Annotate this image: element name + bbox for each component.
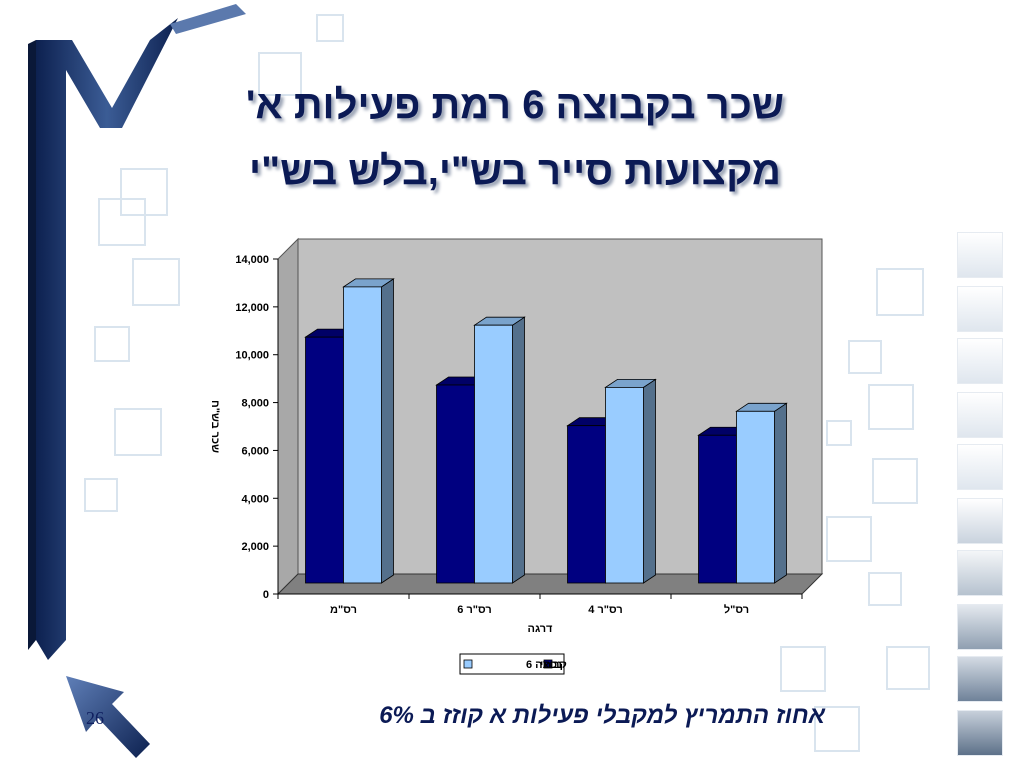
- legend-box: [459, 653, 565, 675]
- legend-swatch: [543, 659, 553, 669]
- title-line-2: מקצועות סייר בש"י,בלש בש"י: [249, 149, 781, 193]
- chart-side-wall: [277, 237, 299, 596]
- bar: [305, 336, 344, 584]
- bar: [343, 286, 382, 584]
- bar-side: [512, 316, 525, 584]
- y-tick-label: 6,000: [241, 445, 269, 457]
- logo-v-arrow: [28, 4, 246, 758]
- bar: [605, 386, 644, 584]
- slide-title: שכר בקבוצה 6 רמת פעילות א' מקצועות סייר …: [150, 72, 880, 204]
- y-axis-title: שכר בש"ח: [209, 400, 221, 453]
- x-tick-label: רס"ר 4: [588, 604, 622, 616]
- y-tick-label: 8,000: [241, 398, 269, 410]
- bar: [474, 324, 513, 584]
- y-tick-label: 2,000: [241, 541, 269, 553]
- legend-label: קבוצה 6: [526, 659, 567, 671]
- title-line-1: שכר בקבוצה 6 רמת פעילות א': [245, 83, 785, 127]
- legend-swatch: [463, 659, 473, 669]
- bar: [436, 384, 475, 584]
- bar: [736, 410, 775, 584]
- footnote: אחוז התמריץ למקבלי פעילות א קוזז ב 6%: [379, 702, 825, 729]
- bar-side: [381, 278, 394, 584]
- bar-side: [774, 402, 787, 584]
- bar: [567, 425, 606, 584]
- y-tick-label: 10,000: [235, 350, 269, 362]
- bar-side: [643, 378, 656, 584]
- y-tick-label: 0: [263, 589, 269, 601]
- y-tick-label: 14,000: [235, 254, 269, 266]
- x-tick-label: רס"מ: [330, 604, 357, 616]
- x-tick-label: רס"ל: [724, 603, 749, 616]
- x-axis-title: דרגה: [528, 623, 553, 635]
- slide-number: 26: [86, 708, 104, 728]
- x-tick-label: רס"ר 6: [457, 604, 491, 616]
- bar: [698, 434, 737, 584]
- legend-label: נכחי: [540, 659, 562, 671]
- y-tick-label: 12,000: [235, 302, 269, 314]
- y-tick-label: 4,000: [241, 493, 269, 505]
